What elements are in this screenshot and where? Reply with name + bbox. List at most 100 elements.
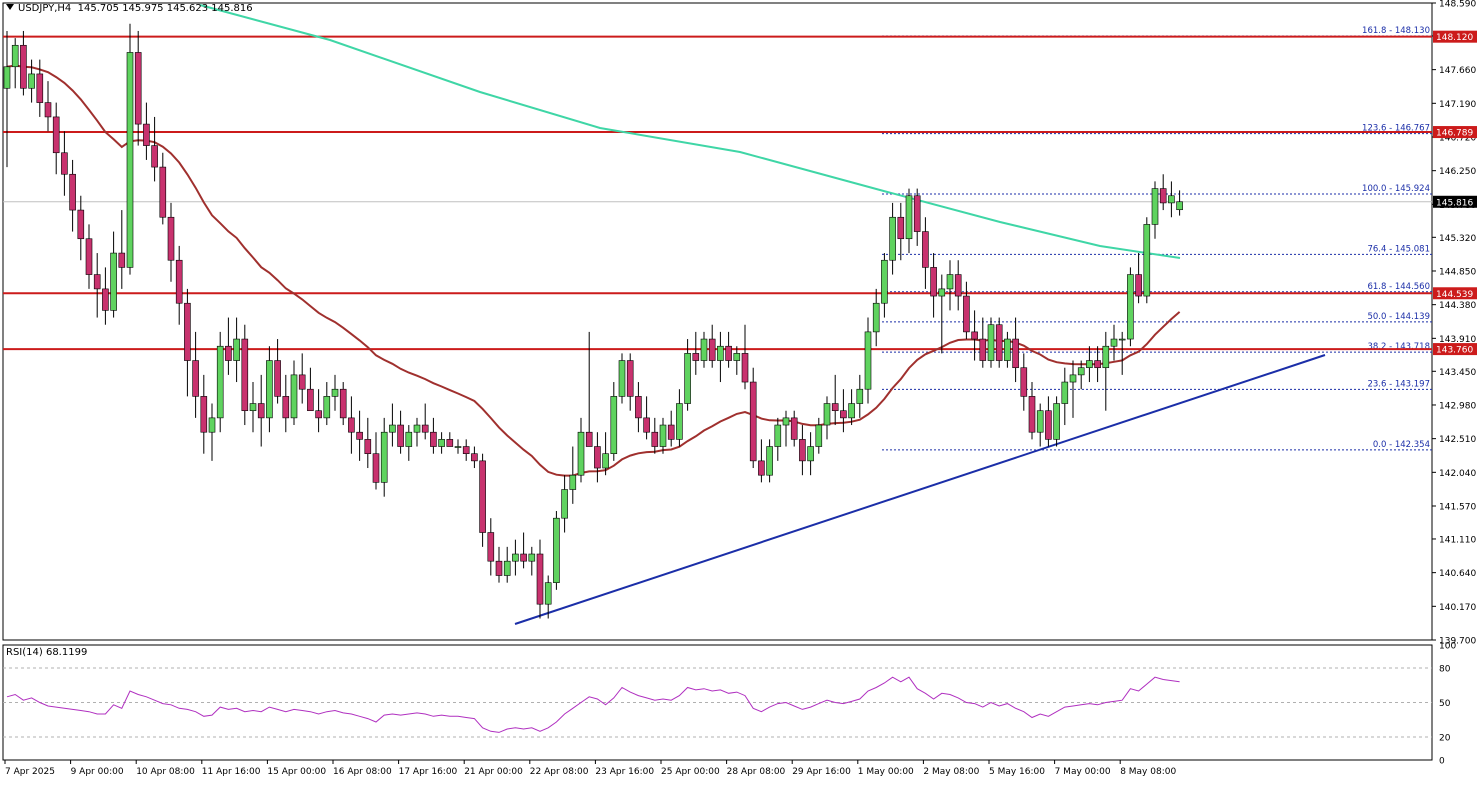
candle-body bbox=[1143, 224, 1151, 297]
candle-body bbox=[889, 216, 896, 261]
candle-body bbox=[848, 403, 855, 419]
fib-level-label: 123.6 - 146.767 bbox=[1362, 124, 1430, 134]
y-tick-label: 146.720 bbox=[1439, 133, 1476, 143]
candle-body bbox=[1118, 338, 1126, 341]
x-tick-label: 5 May 16:00 bbox=[989, 767, 1045, 777]
x-tick-label: 17 Apr 16:00 bbox=[399, 767, 458, 777]
candle-body bbox=[364, 439, 372, 455]
x-tick-label: 9 Apr 00:00 bbox=[71, 767, 124, 777]
candle-body bbox=[1127, 274, 1134, 340]
candle-body bbox=[102, 288, 109, 311]
candle-body bbox=[348, 417, 355, 433]
candle-body bbox=[1110, 338, 1118, 347]
candle-body bbox=[799, 439, 806, 462]
x-tick-label: 7 Apr 2025 bbox=[5, 767, 55, 777]
candle-body bbox=[618, 360, 626, 397]
candle-body bbox=[225, 345, 232, 361]
resistance-price-label: 146.789 bbox=[1436, 129, 1473, 139]
fib-level-label: 100.0 - 145.924 bbox=[1362, 184, 1430, 194]
candle-body bbox=[602, 453, 609, 469]
candle-body bbox=[93, 274, 101, 290]
candle-body bbox=[807, 446, 814, 462]
candle-body bbox=[635, 396, 642, 419]
candle-body bbox=[290, 374, 298, 419]
candle-body bbox=[1159, 188, 1167, 204]
candle-body bbox=[118, 252, 126, 268]
candle-body bbox=[856, 388, 864, 404]
y-tick-label: 141.110 bbox=[1439, 535, 1476, 545]
candle-body bbox=[339, 388, 347, 419]
y-tick-label: 142.510 bbox=[1439, 435, 1476, 445]
candle-body bbox=[782, 417, 790, 426]
y-tick-label: 145.320 bbox=[1439, 234, 1476, 244]
candle-body bbox=[881, 259, 888, 304]
candle-body bbox=[397, 424, 404, 447]
candle-body bbox=[520, 553, 527, 562]
candle-body bbox=[553, 517, 560, 583]
resistance-price-tag bbox=[1433, 343, 1477, 356]
x-tick-label: 10 Apr 08:00 bbox=[136, 767, 195, 777]
candle-body bbox=[905, 195, 913, 240]
candle-body bbox=[790, 417, 798, 440]
y-tick-label: 147.660 bbox=[1439, 66, 1476, 76]
rsi-level-label: 20 bbox=[1439, 734, 1451, 744]
candle-body bbox=[1061, 381, 1069, 404]
candle-body bbox=[126, 52, 134, 268]
candle-body bbox=[1020, 367, 1028, 397]
y-tick-label: 144.850 bbox=[1439, 267, 1476, 277]
candle-body bbox=[971, 331, 978, 340]
candle-body bbox=[134, 52, 142, 125]
candle-body bbox=[1176, 201, 1183, 211]
candle-body bbox=[930, 267, 937, 297]
candle-body bbox=[897, 216, 905, 240]
candle-body bbox=[274, 360, 281, 397]
candle-body bbox=[954, 274, 962, 297]
fib-level-label: 50.0 - 144.139 bbox=[1367, 312, 1430, 322]
candle-body bbox=[864, 331, 872, 390]
candle-body bbox=[184, 302, 191, 361]
candle-body bbox=[69, 173, 76, 211]
candle-body bbox=[36, 73, 44, 103]
candle-body bbox=[594, 446, 601, 469]
resistance-price-tag bbox=[1433, 287, 1477, 300]
candle-body bbox=[995, 324, 1003, 361]
candle-body bbox=[1135, 274, 1142, 297]
candle-body bbox=[610, 396, 618, 455]
chart-header: USDJPY,H4 145.705 145.975 145.623 145.81… bbox=[6, 3, 253, 14]
candle-body bbox=[380, 431, 388, 483]
candle-body bbox=[20, 44, 27, 89]
candle-body bbox=[3, 66, 11, 89]
candle-body bbox=[200, 396, 208, 433]
candle-body bbox=[651, 431, 659, 447]
x-tick-label: 25 Apr 00:00 bbox=[661, 767, 720, 777]
candle-body bbox=[717, 345, 724, 361]
candle-body bbox=[233, 338, 240, 361]
y-tick-label: 148.590 bbox=[1439, 0, 1476, 10]
candle-body bbox=[11, 44, 19, 68]
candle-body bbox=[110, 252, 117, 311]
candle-body bbox=[487, 532, 495, 562]
candle-body bbox=[774, 424, 782, 447]
candle-body bbox=[389, 424, 396, 433]
dropdown-triangle-icon[interactable] bbox=[6, 4, 14, 10]
x-tick-label: 29 Apr 16:00 bbox=[792, 767, 851, 777]
ema-slow-line bbox=[199, 4, 1181, 259]
x-tick-label: 22 Apr 08:00 bbox=[530, 767, 589, 777]
rsi-level-label: 50 bbox=[1439, 699, 1451, 709]
ascending-trendline bbox=[514, 354, 1326, 625]
candle-body bbox=[1036, 410, 1044, 433]
candle-body bbox=[28, 73, 35, 89]
candle-body bbox=[257, 403, 265, 419]
candle-body bbox=[356, 431, 363, 440]
x-tick-label: 15 Apr 00:00 bbox=[267, 767, 326, 777]
candle-body bbox=[1028, 396, 1036, 433]
x-tick-label: 21 Apr 00:00 bbox=[464, 767, 523, 777]
candle-body bbox=[1086, 360, 1093, 369]
candle-body bbox=[536, 553, 544, 605]
candle-body bbox=[1102, 345, 1110, 369]
y-tick-label: 140.640 bbox=[1439, 569, 1476, 579]
candle-body bbox=[749, 381, 757, 462]
candle-body bbox=[913, 195, 921, 232]
